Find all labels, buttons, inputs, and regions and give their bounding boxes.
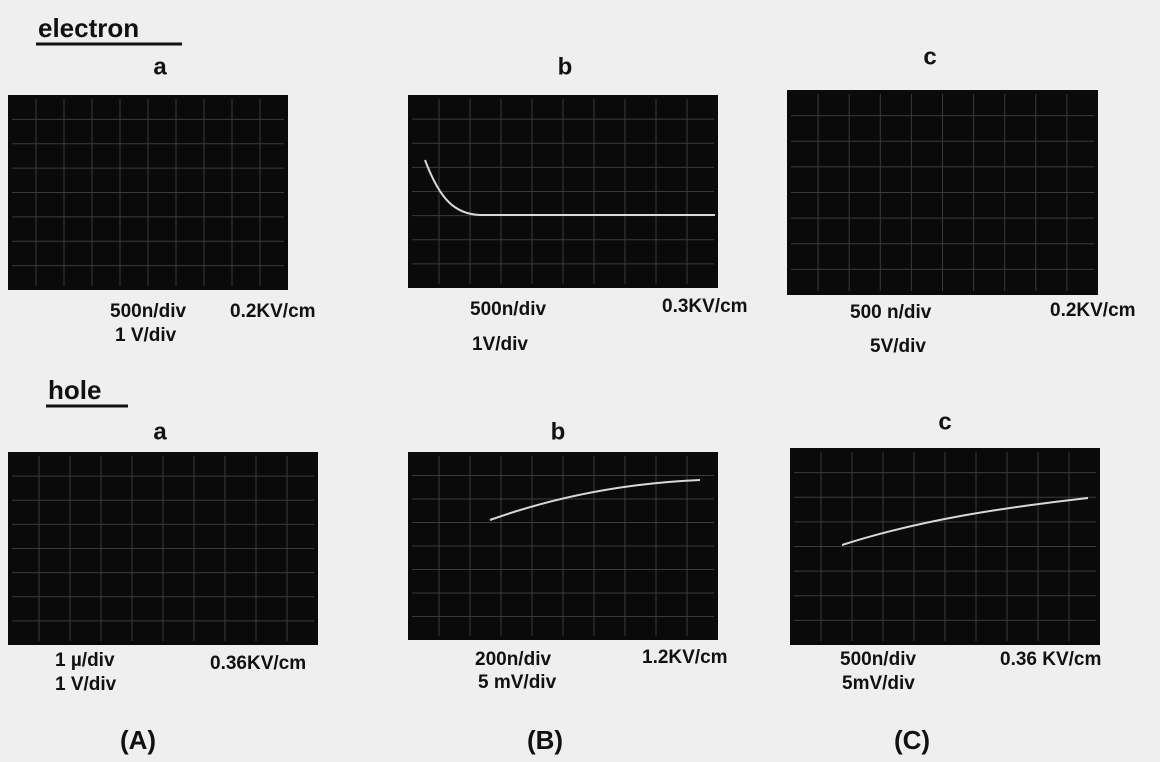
time-scale: 500n/div <box>110 301 186 322</box>
time-scale: 1 µ/div <box>55 650 115 671</box>
column-label: (A) <box>120 725 156 755</box>
panel-letter: c <box>938 408 951 435</box>
voltage-scale: 1V/div <box>472 334 528 355</box>
field: 1.2KV/cm <box>642 647 728 668</box>
voltage-scale: 1 V/div <box>55 674 117 695</box>
section-title: electron <box>38 13 139 43</box>
voltage-scale: 5mV/div <box>842 673 915 694</box>
trace <box>489 479 701 521</box>
time-scale: 500 n/div <box>850 302 932 323</box>
panel-letter: b <box>558 53 573 80</box>
column-label: (C) <box>894 725 930 755</box>
trace <box>424 159 715 216</box>
panel-letter: c <box>923 43 936 70</box>
field: 0.36KV/cm <box>210 653 306 674</box>
voltage-scale: 1 V/div <box>115 325 177 346</box>
time-scale: 500n/div <box>840 649 916 670</box>
field: 0.3KV/cm <box>662 296 748 317</box>
screens <box>8 90 1100 645</box>
section-title: hole <box>48 375 101 405</box>
trace <box>841 497 1089 546</box>
field: 0.2KV/cm <box>230 301 316 322</box>
time-scale: 500n/div <box>470 299 546 320</box>
voltage-scale: 5 mV/div <box>478 672 557 693</box>
panel-letter: b <box>551 418 566 445</box>
time-scale: 200n/div <box>475 649 551 670</box>
voltage-scale: 5V/div <box>870 336 926 357</box>
panel-letter: a <box>153 53 167 80</box>
field: 0.2KV/cm <box>1050 300 1136 321</box>
panel-letter: a <box>153 418 167 445</box>
column-label: (B) <box>527 725 563 755</box>
field: 0.36 KV/cm <box>1000 649 1101 670</box>
